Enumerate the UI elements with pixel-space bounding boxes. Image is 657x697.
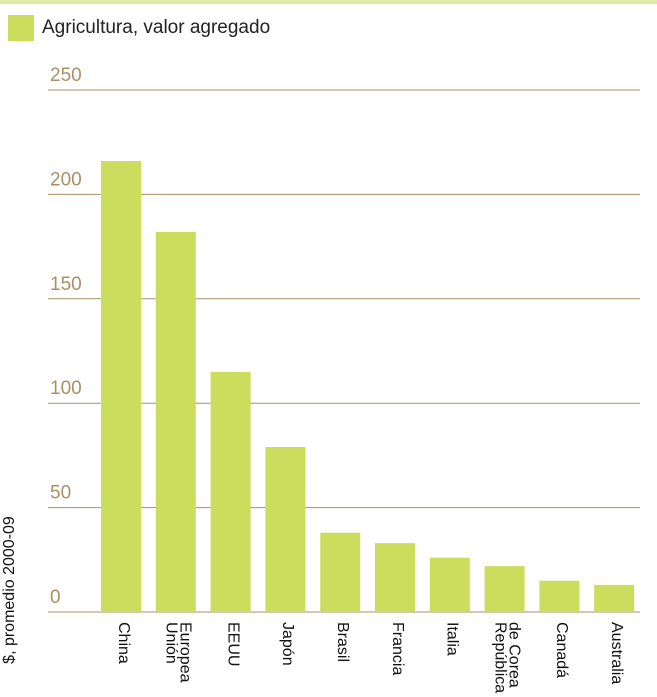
y-tick-label: 0 [50, 587, 61, 608]
y-tick-label: 250 [50, 65, 82, 86]
y-tick-label: 100 [50, 378, 82, 399]
bar-eeuu [210, 371, 251, 612]
bar-canada [539, 580, 580, 612]
y-tick-label: 200 [50, 169, 82, 190]
bar-francia [375, 543, 415, 612]
bar-republica-de-corea [484, 566, 525, 612]
bars [101, 161, 635, 612]
x-category-label: Canadá [553, 622, 570, 678]
y-axis-label: $, promedio 2000-09 [1, 516, 18, 664]
bar-australia [594, 584, 635, 612]
bar-japon [265, 447, 306, 612]
x-category-label: Australia [608, 622, 625, 684]
bar-china [101, 161, 141, 612]
x-category-label: Unión [163, 622, 180, 664]
legend-swatch [8, 15, 34, 41]
top-rule [0, 0, 657, 4]
x-category-label: República [491, 622, 508, 693]
x-category-label: Japón [279, 622, 296, 666]
x-category-label: Europea [177, 622, 194, 683]
x-category-label: Francia [389, 622, 406, 675]
x-category-label: EEUU [224, 622, 241, 666]
x-category-label: Italia [444, 622, 461, 656]
y-tick-label: 150 [50, 274, 82, 295]
bar-union-europea [155, 232, 196, 612]
legend: Agricultura, valor agregado [8, 14, 270, 42]
x-category-label: Brasil [334, 622, 351, 662]
bar-italia [429, 557, 470, 612]
x-category-label: de Corea [505, 622, 522, 688]
x-category-label: China [115, 622, 132, 664]
y-tick-label: 50 [50, 483, 71, 504]
bar-brasil [320, 532, 361, 612]
legend-label: Agricultura, valor agregado [42, 17, 271, 38]
